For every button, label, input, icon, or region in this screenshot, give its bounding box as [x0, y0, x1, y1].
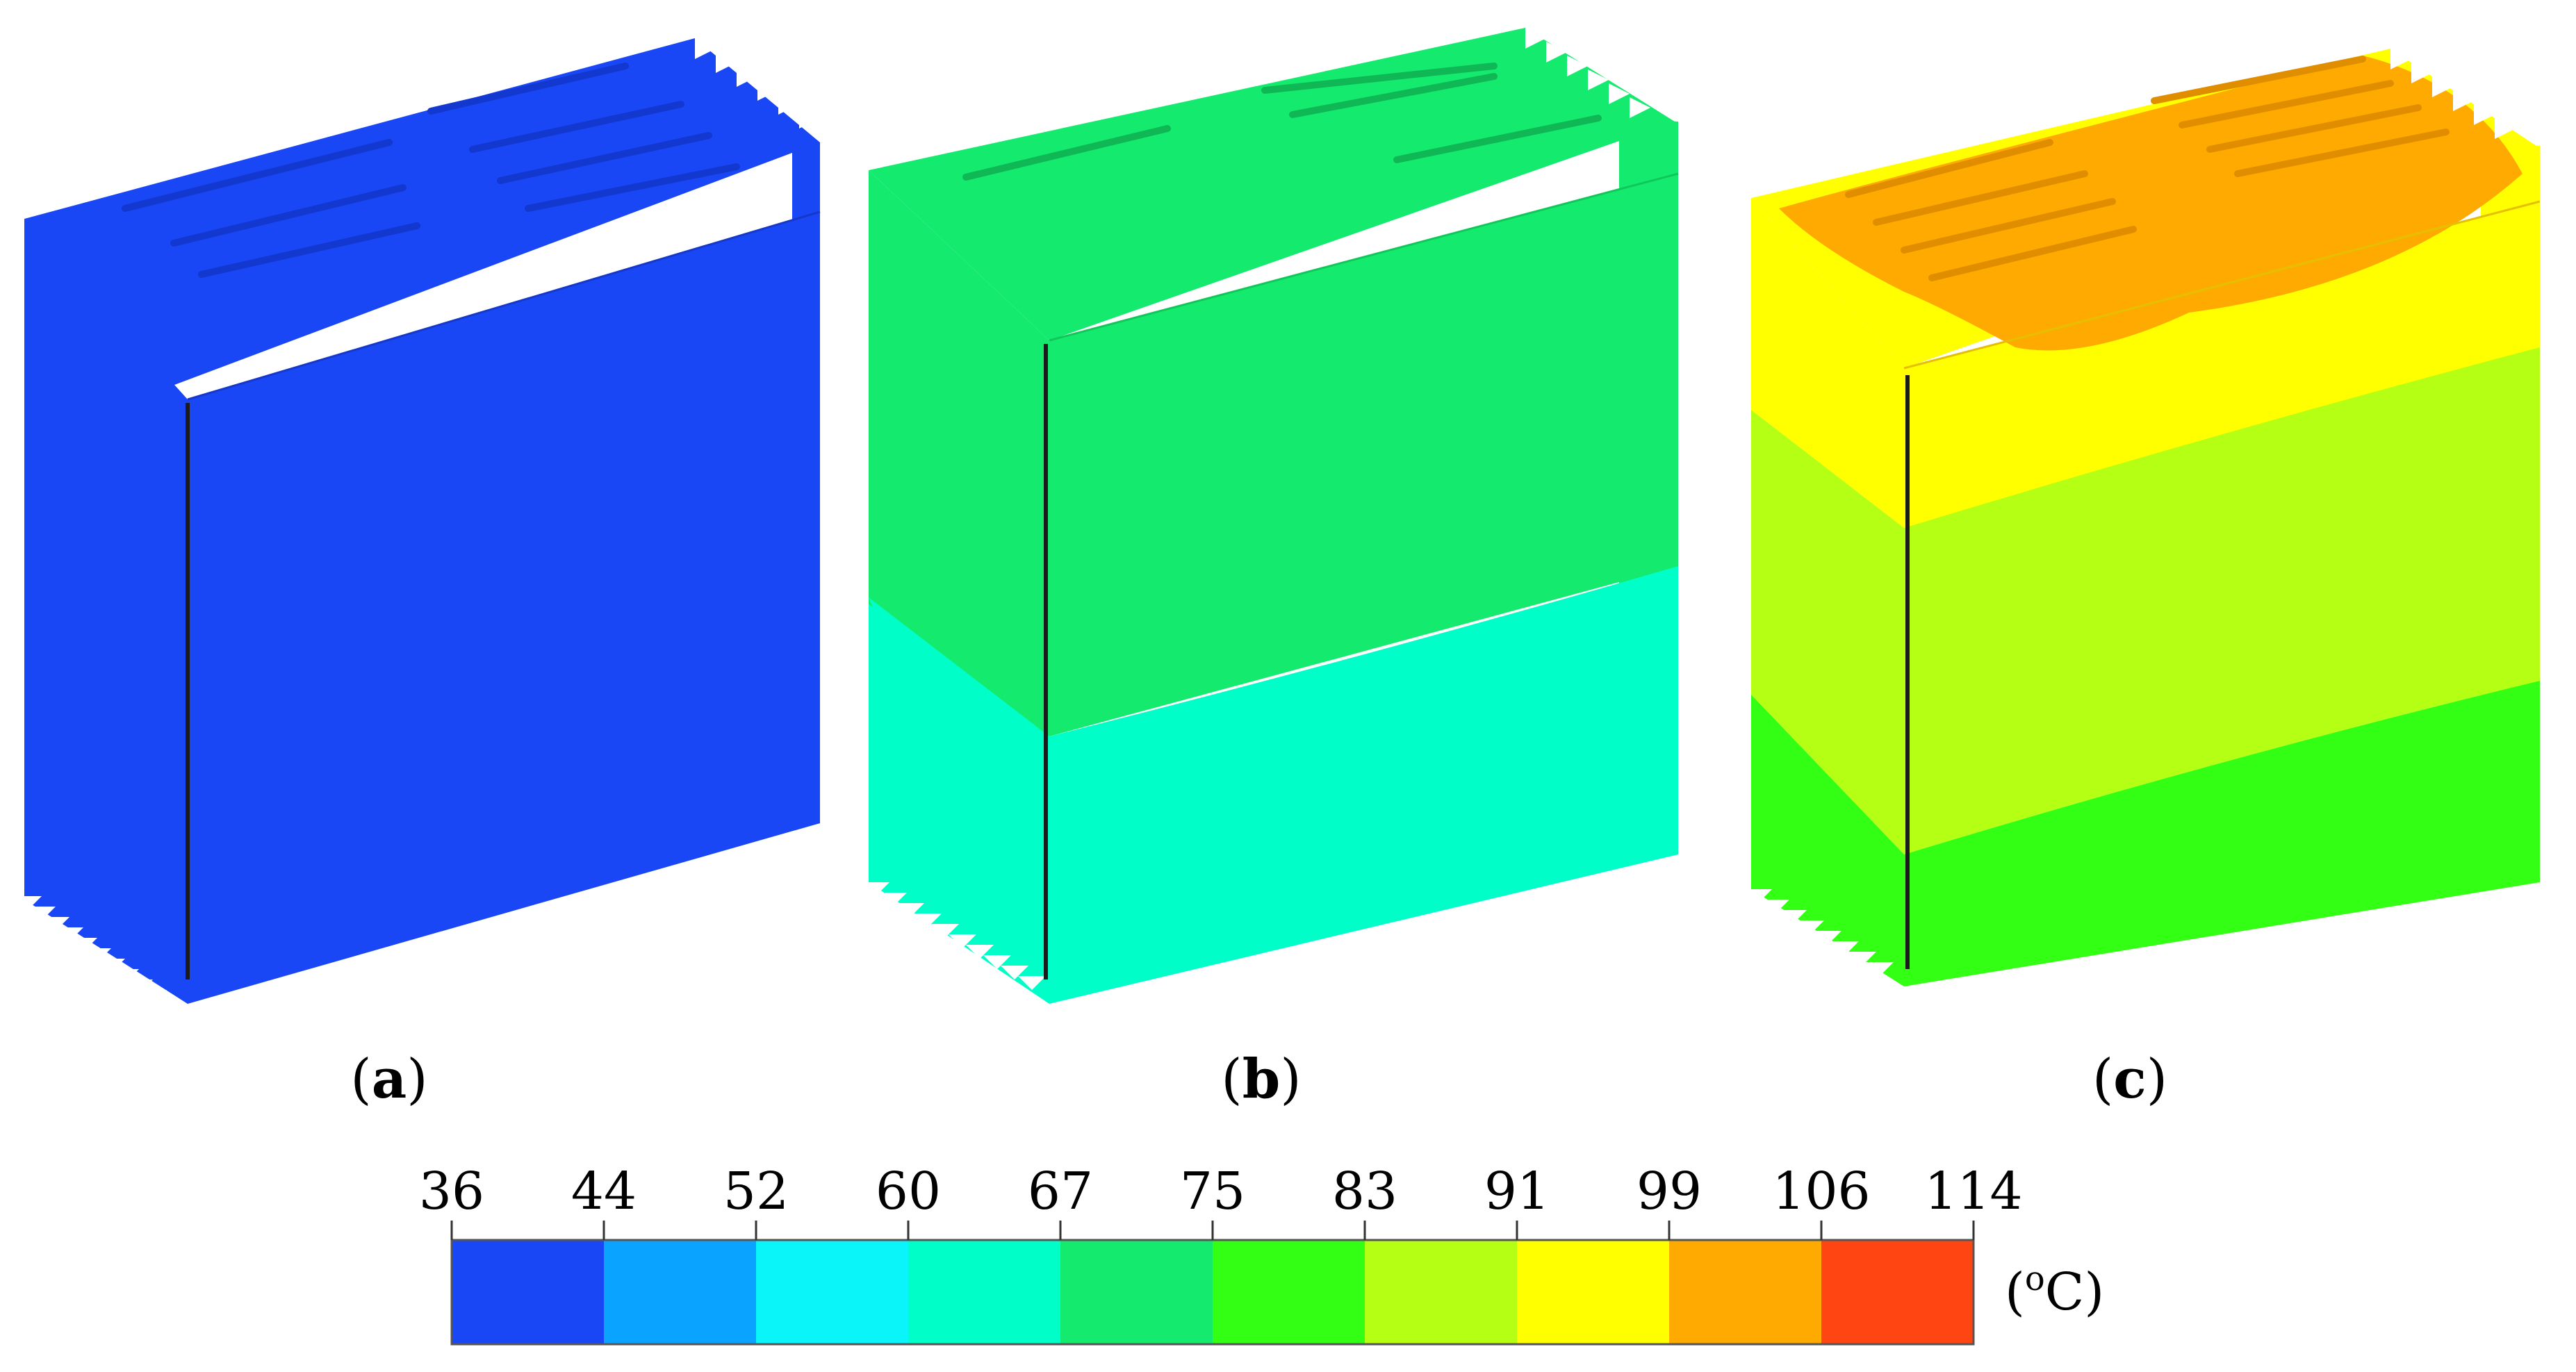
battery-module-a [14, 38, 821, 1004]
colorbar-tick-label: 44 [571, 1162, 637, 1221]
colorbar-unit: (oC) [2005, 1259, 2104, 1322]
colorbar-tick-label: 106 [1772, 1162, 1870, 1221]
fins-c [1744, 49, 2516, 976]
colorbar-tick-label: 91 [1484, 1162, 1550, 1221]
fins-b [862, 28, 1650, 990]
colorbar-tick-label: 83 [1332, 1162, 1397, 1221]
colorbar-tick-label: 52 [723, 1162, 789, 1221]
hotspot-c [1779, 56, 2522, 351]
panel-label-b: (b) [1221, 1048, 1301, 1111]
colorbar-tick-label: 114 [1924, 1162, 2022, 1221]
colorbar-segment [756, 1240, 909, 1344]
terminals-b [962, 63, 1602, 181]
fins-a [14, 38, 820, 1004]
colorbar-tick-label: 60 [876, 1162, 941, 1221]
colorbar-tick-label: 99 [1636, 1162, 1702, 1221]
colorbar-tick-label: 75 [1180, 1162, 1245, 1221]
terminals-a [122, 63, 740, 278]
terminals-c [1845, 56, 2450, 281]
temperature-colorbar: 36 44 52 60 67 75 83 91 99 106 114 [419, 1162, 2023, 1346]
colorbar-segment [1365, 1240, 1518, 1344]
battery-module-c [1744, 49, 2541, 986]
colorbar-segment [1213, 1240, 1365, 1344]
colorbar-segment [604, 1240, 757, 1344]
colorbar-segment [1060, 1240, 1213, 1344]
colorbar-tick-label: 36 [419, 1162, 484, 1221]
colorbar-tick-label: 67 [1028, 1162, 1093, 1221]
colorbar-segment [1517, 1240, 1670, 1344]
colorbar-segment [1821, 1240, 1974, 1344]
front-face-a [24, 219, 188, 1004]
panel-label-a: (a) [350, 1048, 427, 1111]
colorbar-segment [452, 1240, 605, 1344]
panel-label-c: (c) [2092, 1048, 2167, 1111]
battery-module-b [862, 28, 1679, 1004]
colorbar-segment [1669, 1240, 1822, 1344]
colorbar-segment [908, 1240, 1061, 1344]
panel-labels: (a) (b) (c) [350, 1048, 2167, 1111]
